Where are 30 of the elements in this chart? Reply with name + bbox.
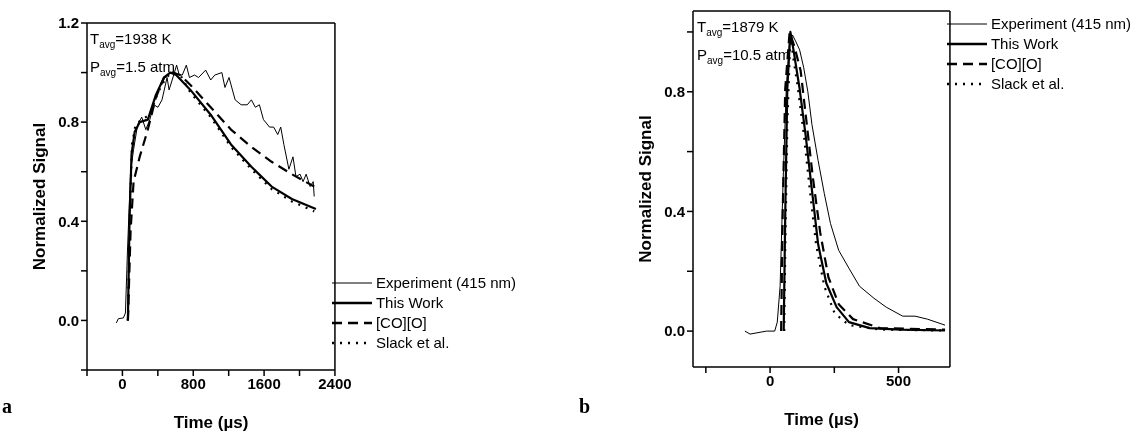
legend-label: [CO][O] [990, 54, 1042, 74]
x-tick-label: 2400 [318, 374, 352, 392]
y-tick-label: 0.8 [664, 83, 685, 101]
annotation: T$_{avg}$=1938 K [90, 30, 172, 50]
text: a [2, 395, 12, 417]
y-tick-label: 0.8 [58, 113, 79, 131]
x-axis-title: Time (µs) [784, 410, 859, 429]
legend-label: This Work [990, 34, 1059, 54]
y-axis-title: Normalized Signal [636, 115, 656, 263]
annotation: P$_{avg}$=1.5 atm [90, 58, 175, 78]
legend-label: Slack et al. [990, 74, 1065, 94]
legend-label: Experiment (415 nm) [990, 14, 1131, 34]
legend-label: Slack et al. [375, 333, 450, 353]
annotation: T$_{avg}$=1879 K [697, 18, 779, 38]
legend-label: [CO][O] [375, 313, 427, 333]
legend-label: This Work [375, 293, 444, 313]
y-tick-label: 1.2 [58, 14, 79, 32]
x-tick-label: 0 [118, 374, 127, 392]
text: 0.0 [664, 322, 685, 340]
y-tick-label: 0.4 [58, 212, 80, 230]
legend-label: Experiment (415 nm) [375, 273, 516, 293]
x-tick-label: 500 [886, 371, 912, 389]
y-tick-label: 0.4 [664, 202, 686, 220]
y-axis-title: Normalized Signal [30, 122, 50, 271]
text: b [579, 395, 591, 417]
x-tick-label: 1600 [247, 374, 281, 392]
x-tick-label: 0 [765, 371, 775, 389]
text: 0.0 [58, 311, 79, 329]
x-tick-label: 800 [180, 374, 206, 392]
x-axis-title: Time (µs) [173, 413, 249, 432]
